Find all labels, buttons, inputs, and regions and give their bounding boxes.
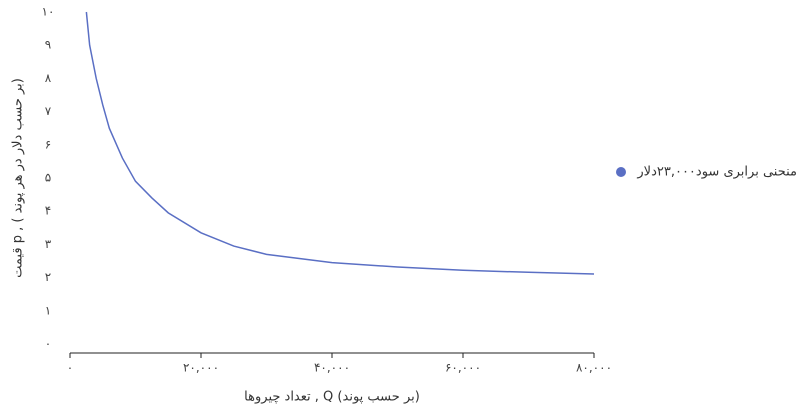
x-axis-label: تعداد چیروها , Q (بر حسب پوند) (244, 390, 420, 405)
y-tick-label: ۱۰ (42, 5, 55, 19)
legend-label: منحنی برابری سود۲۳,۰۰۰دلار (636, 165, 797, 180)
y-tick-label: ۷ (45, 104, 52, 118)
line-series (85, 11, 595, 275)
x-tick-label: ۸۰,۰۰۰ (576, 361, 612, 375)
x-tick-label: ۰ (67, 361, 73, 375)
y-tick-label: ۶ (45, 137, 51, 151)
y-tick-label: ۰ (45, 337, 51, 351)
y-tick-label: ۹ (45, 38, 51, 52)
legend-marker (616, 167, 626, 177)
y-tick-label: ۸ (45, 71, 52, 85)
x-tick-label: ۶۰,۰۰۰ (445, 361, 481, 375)
y-tick-label: ۴ (45, 204, 51, 218)
x-tick-label: ۴۰,۰۰۰ (314, 361, 350, 375)
y-tick-label: ۳ (45, 237, 52, 251)
y-axis-label: قیمت p , ( بر حسب دلار در هر پوند) (11, 78, 26, 278)
y-tick-label: ۵ (45, 171, 51, 185)
y-tick-label: ۱ (45, 303, 51, 317)
x-tick-label: ۲۰,۰۰۰ (183, 361, 219, 375)
y-tick-label: ۲ (45, 270, 51, 284)
